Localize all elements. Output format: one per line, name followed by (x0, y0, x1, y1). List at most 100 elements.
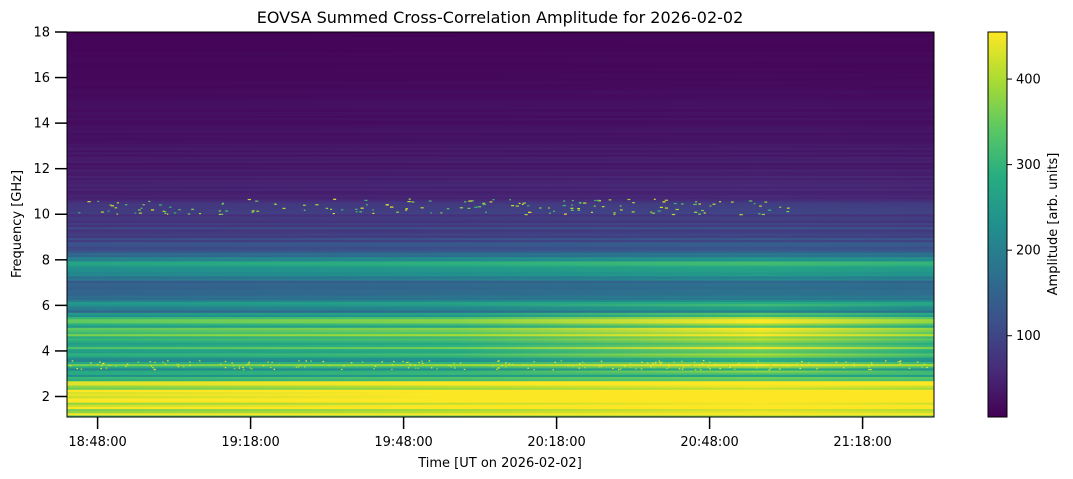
colorbar-label: Amplitude [arb. units] (1046, 153, 1061, 296)
heatmap-band (67, 374, 934, 377)
heatmap-band (67, 96, 934, 99)
rfi-speckle (739, 214, 743, 216)
heatmap-band (67, 126, 934, 129)
rfi-speckle (271, 361, 273, 364)
heatmap-band (67, 173, 934, 176)
rfi-speckle (267, 361, 269, 363)
rfi-speckle (870, 362, 873, 364)
rfi-speckle (705, 364, 708, 366)
rfi-speckle (845, 361, 847, 363)
rfi-speckle (350, 362, 353, 364)
heatmap-band (67, 327, 934, 330)
heatmap-band (67, 277, 934, 281)
rfi-speckle (163, 211, 167, 213)
rfi-speckle (198, 360, 201, 362)
y-tick-label: 4 (42, 344, 50, 359)
heatmap-band (67, 190, 934, 194)
rfi-speckle (176, 363, 178, 366)
heatmap-band (67, 342, 934, 345)
x-axis-label: Time [UT on 2026-02-02] (417, 456, 582, 471)
rfi-speckle (748, 200, 753, 202)
heatmap-band (67, 102, 934, 106)
rfi-speckle (251, 210, 255, 212)
rfi-speckle (373, 368, 375, 370)
rfi-speckle (667, 363, 670, 366)
rfi-speckle (225, 210, 229, 212)
rfi-speckle (652, 362, 654, 364)
rfi-speckle (251, 211, 254, 213)
rfi-speckle (97, 200, 100, 203)
heatmap-band (67, 297, 934, 300)
heatmap-band (67, 318, 934, 322)
heatmap-band (67, 76, 934, 80)
rfi-speckle (899, 360, 901, 363)
heatmap-band (67, 72, 934, 76)
rfi-speckle (218, 213, 222, 215)
rfi-speckle (779, 368, 781, 370)
y-tick-label: 18 (33, 26, 50, 41)
rfi-speckle (102, 363, 104, 365)
rfi-speckle (601, 206, 605, 208)
rfi-speckle (332, 212, 335, 215)
rfi-speckle (467, 207, 471, 210)
heatmap-band (67, 224, 934, 228)
heatmap-band (67, 134, 934, 138)
rfi-speckle (755, 367, 758, 369)
rfi-speckle (631, 211, 635, 213)
rfi-speckle (248, 361, 251, 363)
heatmap-band (67, 89, 934, 93)
rfi-speckle (581, 361, 584, 363)
heatmap-band (67, 207, 934, 211)
heatmap-band (67, 352, 934, 356)
heatmap-overlay (69, 198, 928, 371)
heatmap-band (67, 365, 934, 369)
heatmap-band (67, 235, 934, 238)
heatmap-band (67, 34, 934, 37)
rfi-speckle (140, 207, 143, 209)
rfi-speckle (178, 209, 181, 211)
rfi-speckle (709, 368, 711, 370)
rfi-speckle (183, 366, 185, 368)
rfi-speckle (80, 368, 83, 370)
rfi-speckle (231, 362, 233, 364)
rfi-speckle (408, 198, 411, 200)
rfi-speckle (508, 363, 511, 365)
rfi-speckle (733, 368, 736, 371)
heatmap-band (67, 414, 934, 417)
rfi-speckle (221, 213, 224, 215)
rfi-speckle (533, 361, 535, 363)
rfi-speckle (421, 360, 423, 362)
rfi-speckle (298, 360, 300, 362)
rfi-speckle (571, 204, 573, 206)
rfi-speckle (148, 200, 151, 203)
heatmap-band (67, 252, 934, 256)
heatmap-band (67, 322, 934, 326)
rfi-speckle (114, 207, 118, 209)
heatmap-band (67, 136, 934, 140)
heatmap-band (67, 265, 934, 268)
rfi-speckle (795, 363, 798, 365)
rfi-speckle (816, 368, 818, 370)
rfi-speckle (109, 204, 112, 206)
heatmap-band (67, 66, 934, 69)
rfi-speckle (515, 205, 519, 207)
heatmap-band (67, 130, 934, 134)
heatmap-band (67, 402, 934, 405)
rfi-speckle (729, 364, 731, 366)
heatmap-band (67, 209, 934, 213)
rfi-speckle (78, 212, 81, 214)
rfi-speckle (709, 205, 712, 207)
heatmap-band (67, 271, 934, 275)
heatmap-band (67, 363, 934, 367)
rfi-speckle (853, 363, 855, 365)
heatmap-band (67, 164, 934, 168)
heatmap-band (67, 290, 934, 294)
rfi-speckle (908, 367, 911, 369)
rfi-speckle (482, 203, 486, 206)
rfi-speckle (177, 365, 180, 368)
heatmap-band (67, 357, 934, 360)
heatmap-band (67, 301, 934, 305)
heatmap-band (67, 307, 934, 311)
colorbar-tick-label: 100 (1016, 329, 1041, 344)
rfi-speckle (459, 207, 464, 209)
